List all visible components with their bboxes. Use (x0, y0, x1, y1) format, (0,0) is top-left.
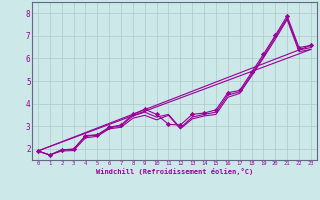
X-axis label: Windchill (Refroidissement éolien,°C): Windchill (Refroidissement éolien,°C) (96, 168, 253, 175)
